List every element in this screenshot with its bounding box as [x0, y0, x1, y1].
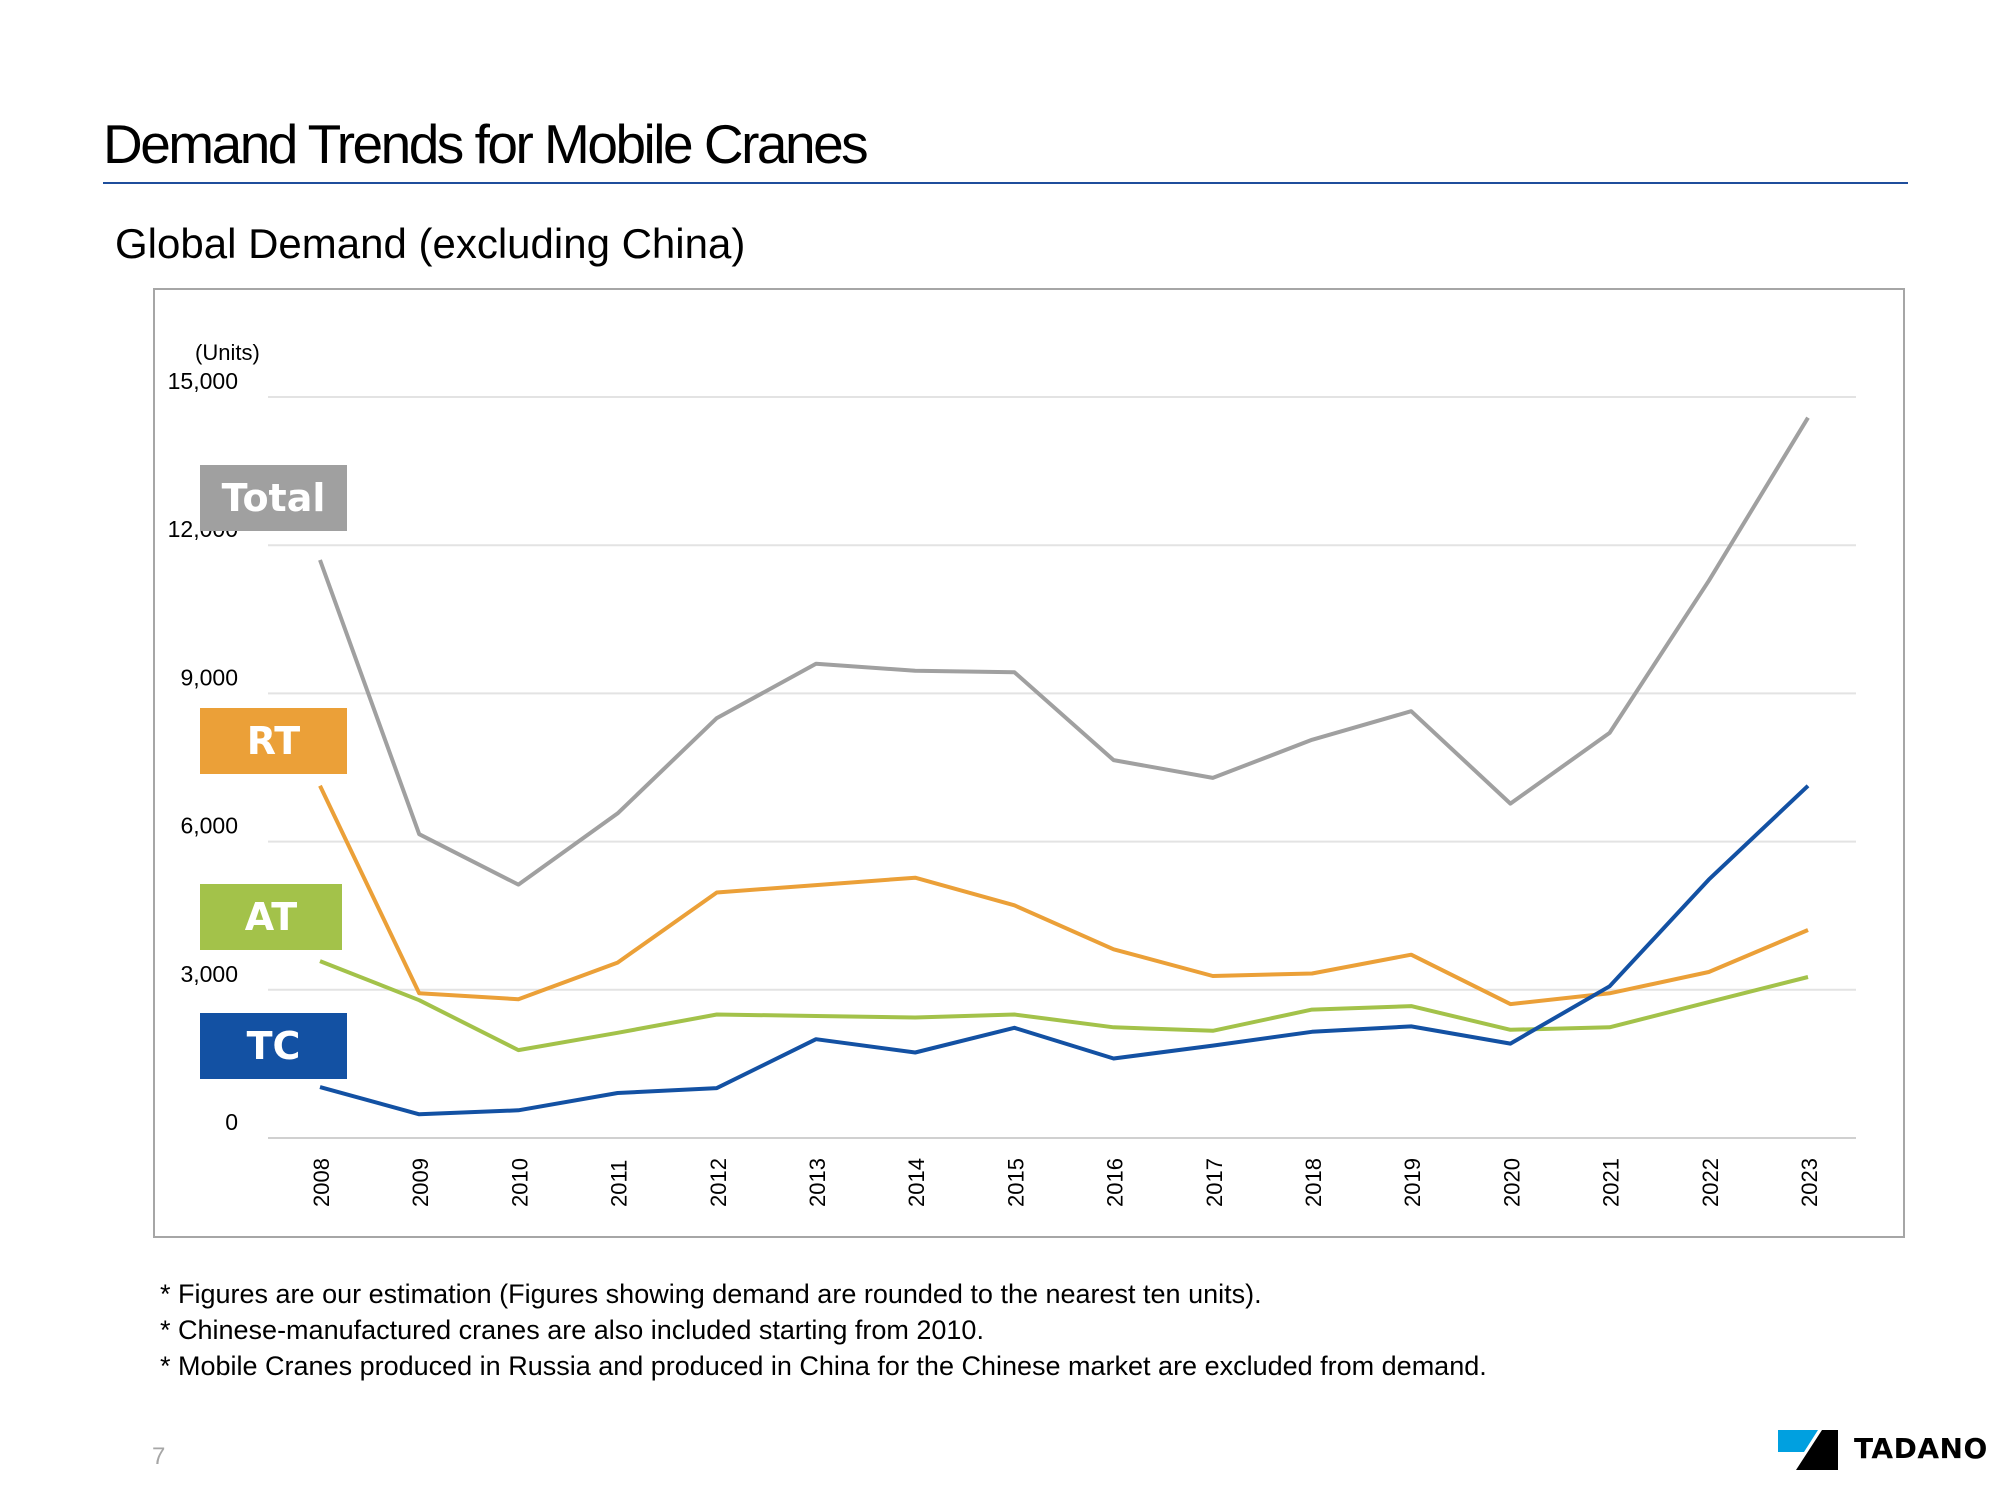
x-tick-label: 2022: [1698, 1158, 1723, 1207]
series-line-rt: [318, 784, 1809, 1007]
brand-logo: TADANO: [1778, 1426, 1988, 1470]
chart-subtitle: Global Demand (excluding China): [115, 220, 746, 267]
x-tick-label: 2012: [706, 1158, 731, 1207]
footnote-exclusions: * Mobile Cranes produced in Russia and p…: [160, 1351, 1487, 1381]
y-axis-unit-label: (Units): [195, 340, 260, 365]
legend-label-at: AT: [245, 895, 297, 939]
chart-frame: [153, 288, 1905, 1238]
legend-box-total: [200, 465, 347, 531]
x-tick-label: 2014: [904, 1158, 929, 1207]
legend-box-tc: [200, 1013, 347, 1079]
x-tick-label: 2011: [607, 1160, 632, 1207]
x-tick-label: 2016: [1103, 1158, 1128, 1207]
footnotes: * Figures are our estimation (Figures sh…: [160, 1276, 1487, 1384]
x-tick-label: 2019: [1400, 1158, 1425, 1207]
x-tick-label: 2021: [1599, 1158, 1624, 1207]
x-tick-label: 2013: [805, 1158, 830, 1207]
series-line-tc: [319, 784, 1810, 1117]
footnote-estimation: * Figures are our estimation (Figures sh…: [160, 1279, 1262, 1309]
y-tick-label: 6,000: [180, 813, 238, 839]
series-line-total: [318, 416, 1810, 887]
y-tick-label: 3,000: [180, 961, 238, 987]
x-tick-label: 2009: [408, 1158, 433, 1207]
title-divider: [103, 182, 1908, 184]
x-tick-label: 2018: [1301, 1158, 1326, 1207]
legend-label-total: Total: [222, 476, 326, 520]
legend-box-at: [200, 884, 342, 950]
x-tick-label: 2023: [1797, 1158, 1822, 1207]
x-tick-label: 2020: [1499, 1158, 1524, 1207]
y-tick-label: 9,000: [180, 664, 238, 690]
brand-name: TADANO: [1854, 1431, 1988, 1465]
x-tick-label: 2015: [1003, 1158, 1028, 1207]
page-title: Demand Trends for Mobile Cranes: [103, 113, 869, 175]
x-tick-label: 2010: [507, 1158, 532, 1207]
legend-label-rt: RT: [247, 719, 301, 763]
legend-box-rt: [200, 708, 347, 774]
x-tick-label: 2008: [309, 1158, 334, 1207]
series-line-at: [319, 959, 1809, 1053]
x-tick-label: 2017: [1202, 1158, 1227, 1207]
y-tick-label: 15,000: [168, 368, 238, 394]
tadano-logo-icon: [1778, 1430, 1838, 1470]
footnote-chinese-cranes: * Chinese-manufactured cranes are also i…: [160, 1315, 984, 1345]
legend-label-tc: TC: [247, 1024, 301, 1068]
page-number: 7: [152, 1443, 166, 1470]
y-tick-label: 0: [225, 1109, 238, 1135]
